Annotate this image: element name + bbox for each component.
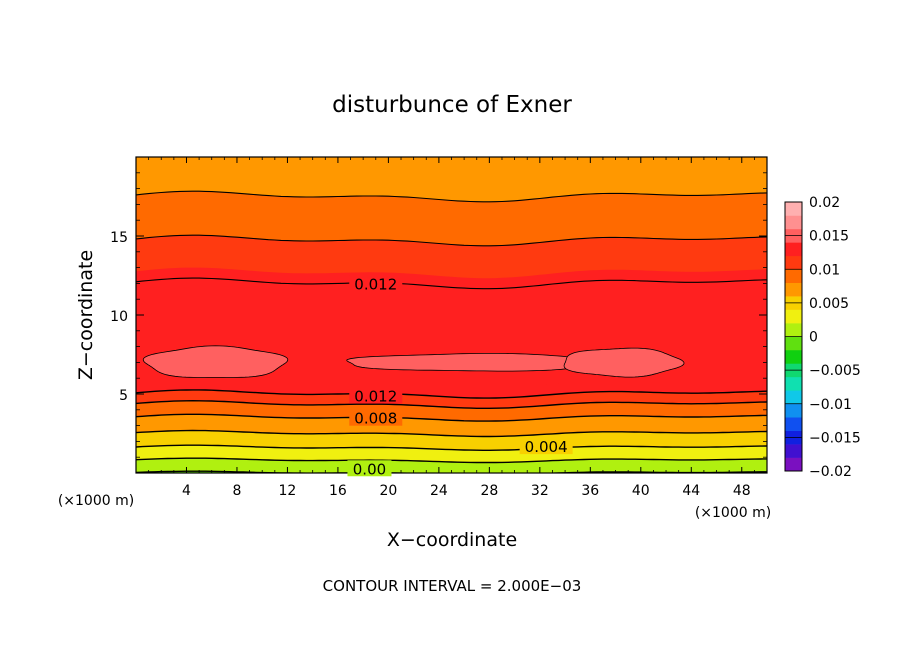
- x-axis: 4 8 12 16 20 24 28 32 36 40 44 48: [148, 157, 755, 499]
- contour-label: 0.012: [354, 275, 397, 293]
- y-tick-label: 10: [110, 309, 128, 325]
- x-tick-label: 4: [182, 483, 191, 499]
- x-tick-label: 48: [733, 483, 751, 499]
- contour-label: 0.00: [353, 460, 386, 478]
- colorbar: 0.02 0.015 0.01 0.005 0 −0.005 −0.01 −0.015 −0.0…: [784, 195, 861, 480]
- colorbar-tick-label: 0.01: [809, 262, 840, 278]
- colorbar-tick-label: 0.015: [809, 229, 849, 245]
- x-unit-label-right: (×1000 m): [695, 505, 771, 521]
- colorbar-swatch: [785, 255, 802, 270]
- colorbar-swatch: [785, 269, 802, 283]
- y-axis-title: Z−coordinate: [75, 250, 97, 380]
- x-tick-label: 36: [581, 483, 599, 499]
- colorbar-tick-label: −0.005: [809, 363, 861, 379]
- colorbar-tick-label: 0: [809, 330, 818, 346]
- contour-line-low-0.004: [136, 444, 767, 451]
- plot-area: [136, 157, 767, 473]
- y-tick-label: 15: [110, 230, 128, 246]
- colorbar-swatch: [785, 444, 802, 458]
- x-tick-label: 12: [279, 483, 297, 499]
- y-tick-label: 5: [119, 388, 128, 404]
- max-region-1: [346, 352, 616, 372]
- contour-label: 0.004: [525, 438, 568, 456]
- contour-label-gap: [347, 460, 392, 477]
- colorbar-swatch: [785, 457, 802, 472]
- contour-line-high-0.012: [136, 277, 767, 290]
- contour-line-low-0.002: [136, 457, 767, 464]
- x-unit-label-left: (×1000 m): [58, 493, 134, 509]
- x-tick-label: 24: [430, 483, 448, 499]
- contour-label: 0.008: [354, 410, 397, 428]
- colorbar-swatch: [785, 376, 802, 391]
- colorbar-tick-label: −0.015: [809, 430, 861, 446]
- y-axis: 5 10 15: [110, 172, 767, 458]
- contour-line-high-0.01: [136, 234, 767, 247]
- colorbar-swatch: [785, 215, 802, 230]
- color-bands: [136, 157, 767, 473]
- max-region-2: [563, 347, 685, 378]
- contour-label-gap: [519, 438, 573, 455]
- contour-line-high-0.008: [136, 190, 767, 203]
- contour-line-low-0.008: [136, 413, 767, 422]
- colorbar-swatch: [785, 336, 802, 351]
- contour-interval-text: CONTOUR INTERVAL = 2.000E−03: [323, 577, 582, 595]
- colorbar-swatch: [785, 403, 802, 418]
- colorbar-swatch: [785, 349, 802, 364]
- contour-lines: [136, 190, 767, 473]
- contour-label-gap: [349, 275, 403, 292]
- max-region-0: [142, 345, 289, 378]
- colorbar-swatch: [785, 323, 802, 337]
- colorbar-tick-label: −0.01: [809, 397, 852, 413]
- band-lower-13: [136, 464, 767, 473]
- contour-label: 0.012: [354, 388, 397, 406]
- colorbar-swatch: [785, 390, 802, 405]
- x-tick-label: 16: [329, 483, 347, 499]
- x-tick-label: 8: [232, 483, 241, 499]
- x-tick-label: 32: [531, 483, 549, 499]
- colorbar-swatch: [785, 282, 802, 297]
- colorbar-swatch: [785, 417, 802, 431]
- colorbar-swatch: [785, 202, 802, 216]
- colorbar-swatch: [785, 242, 802, 257]
- contour-label-gap: [349, 409, 403, 426]
- max-region-contours: [142, 345, 685, 378]
- colorbar-tick-label: 0.02: [809, 195, 840, 211]
- contour-line-low-0.01: [136, 399, 767, 409]
- contour-line-low-0.012: [136, 389, 767, 399]
- x-tick-label: 40: [632, 483, 650, 499]
- x-axis-title: X−coordinate: [387, 529, 517, 551]
- x-tick-label: 20: [379, 483, 397, 499]
- colorbar-swatch: [785, 309, 802, 324]
- colorbar-tick-label: 0.005: [809, 296, 849, 312]
- x-tick-label: 28: [480, 483, 498, 499]
- contour-labels: 0.012 0.012 0.008 0.004 0.00: [347, 275, 573, 478]
- contour-label-gap: [349, 387, 403, 404]
- chart-title: disturbunce of Exner: [332, 92, 572, 118]
- contour-line-low-0.006: [136, 429, 767, 438]
- x-tick-label: 44: [682, 483, 700, 499]
- colorbar-tick-label: −0.02: [809, 464, 852, 480]
